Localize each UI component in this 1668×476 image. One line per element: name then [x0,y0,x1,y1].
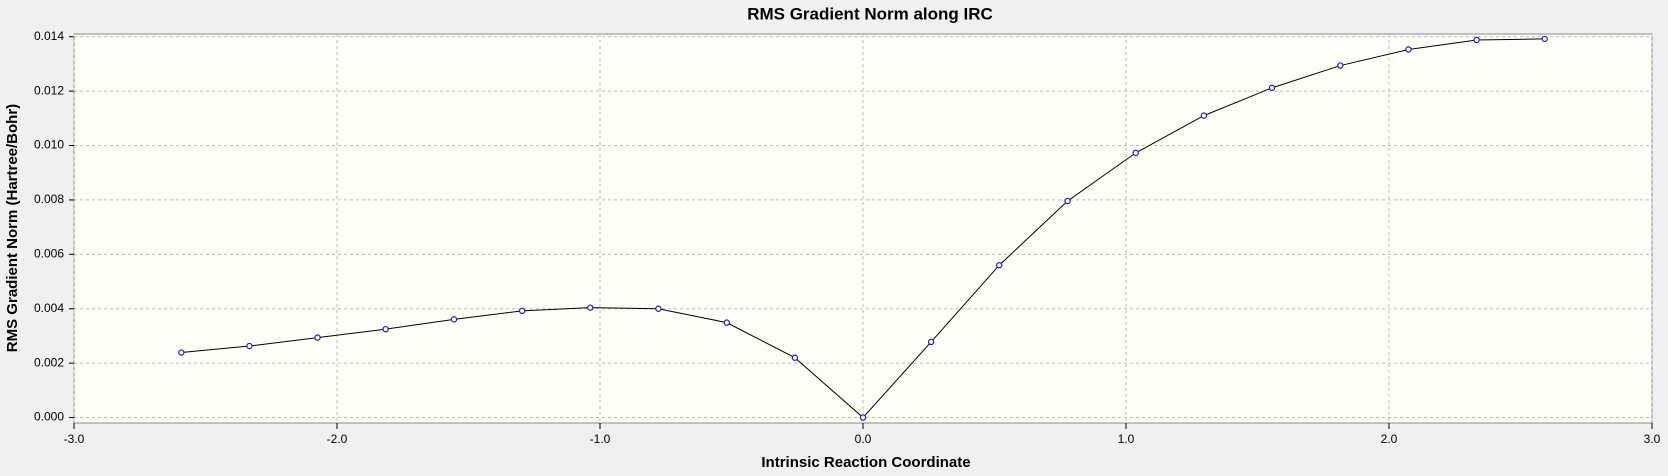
point [1541,35,1548,43]
point [450,316,458,323]
x-tick-label: 0.0 [855,432,872,446]
point [1064,197,1071,205]
y-tick-label: 0.012 [34,83,64,97]
point [1405,46,1412,53]
y-tick-label: 0.010 [34,138,64,152]
point [382,325,389,333]
y-tick-label: 0.014 [34,29,64,43]
y-tick-label: 0.000 [34,410,64,424]
x-tick-label: 2.0 [1381,432,1398,446]
y-tick-label: 0.002 [34,355,64,369]
point [1132,149,1139,157]
point [723,319,730,326]
point [518,307,526,315]
x-tick-label: -2.0 [327,432,348,446]
x-tick-label: -1.0 [590,432,611,446]
x-tick-label: -3.0 [64,432,85,446]
x-axis-title: Intrinsic Reaction Coordinate [761,454,970,471]
y-tick-label: 0.004 [34,301,64,315]
point [246,342,253,350]
point [1337,62,1344,69]
y-axis-title: RMS Gradient Norm (Hartree/Bohr) [4,104,21,352]
point [791,354,799,361]
point [996,262,1003,269]
y-tick-label: 0.008 [34,192,64,206]
point [927,338,935,346]
point [1473,36,1480,44]
chart-title: RMS Gradient Norm along IRC [747,4,993,23]
y-tick-label: 0.006 [34,247,64,261]
x-tick-label: 1.0 [1118,432,1135,446]
point [178,349,185,356]
x-tick-label: 3.0 [1644,432,1661,446]
point [859,414,867,421]
point [587,304,594,311]
point [1200,112,1208,119]
point [314,334,321,341]
point [655,305,662,312]
point [1268,84,1276,92]
